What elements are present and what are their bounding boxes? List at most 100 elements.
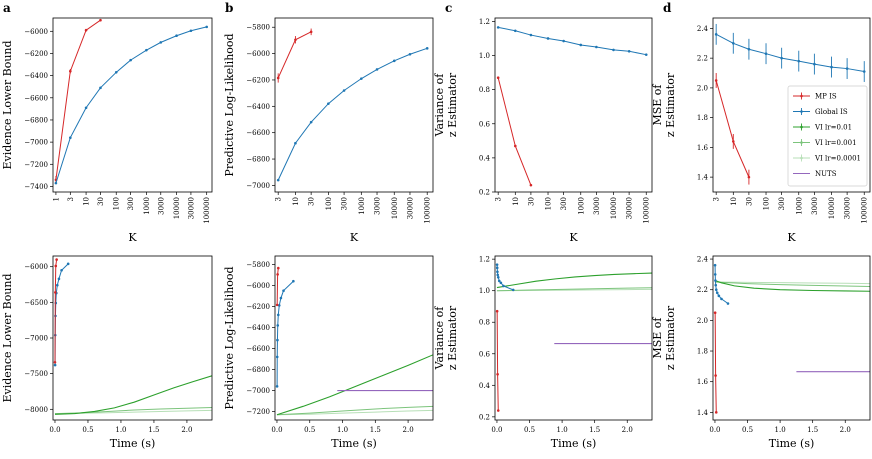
data-point [54, 291, 57, 294]
x-tick-label: 2.0 [622, 426, 633, 434]
series-line-mp-is [496, 311, 499, 411]
y-tick-label: −6400 [24, 72, 48, 80]
x-tick-label: 0.5 [742, 426, 753, 434]
x-tick-label: 100000 [203, 197, 211, 224]
y-tick-label: 0.6 [479, 120, 491, 128]
x-tick-label: 300 [560, 197, 568, 210]
series-line-vi-lr-0-01 [54, 375, 212, 415]
chart-time-3: 1.4 1.6 1.8 2.0 2.2 2.4 0.0 0.5 1.0 1.5 2.0 Time (s… [651, 256, 871, 450]
data-point [276, 178, 280, 182]
x-tick-label: 1000 [577, 197, 585, 215]
series-line-mp-is [497, 77, 532, 186]
data-point [813, 62, 816, 66]
data-point [55, 258, 58, 261]
x-tick-label: 300 [127, 197, 135, 210]
y-tick-label: −6600 [246, 129, 270, 137]
y-tick-label: 1.0 [479, 287, 490, 295]
x-tick-label: 0.0 [491, 426, 502, 434]
data-point [830, 65, 833, 69]
data-point [375, 68, 379, 71]
x-tick-label: 1.0 [115, 426, 126, 434]
y-tick-label: −5800 [246, 261, 270, 269]
data-point [276, 324, 280, 327]
series-group [714, 23, 866, 185]
data-point [99, 18, 102, 22]
x-tick-label: 3 [495, 197, 503, 201]
x-tick-label: 30000 [406, 197, 414, 219]
y-tick-label: −6500 [24, 299, 48, 307]
legend-entry: NUTS [793, 170, 837, 178]
legend-entry: VI lr=0.01 [793, 123, 852, 132]
data-point [731, 41, 735, 45]
data-point [495, 309, 499, 313]
data-point [175, 34, 178, 38]
data-point [726, 302, 730, 305]
data-point [747, 47, 751, 51]
x-tick-label: 10 [730, 197, 738, 206]
legend-label: Global IS [815, 108, 848, 116]
y-tick-label: −6000 [24, 28, 48, 36]
data-point [714, 411, 718, 414]
y-tick-label: −7200 [24, 161, 48, 169]
x-tick-label: 100 [545, 197, 553, 210]
y-tick-label: −6800 [246, 366, 270, 374]
x-tick-label: 30000 [844, 197, 852, 219]
y-tick-label: −6400 [246, 103, 270, 111]
y-tick-label: 1.4 [697, 409, 709, 417]
series-line-mp-is [54, 259, 58, 363]
data-point [546, 37, 550, 40]
x-tick-label: 2.0 [840, 426, 851, 434]
x-tick-label: 300 [341, 197, 349, 210]
x-tick-label: 3000 [593, 197, 601, 215]
y-axis-label: MSE of [651, 84, 664, 126]
y-tick-label: 0.8 [479, 86, 490, 94]
data-point [54, 264, 58, 268]
data-point [66, 262, 70, 266]
panel-label: d [663, 1, 672, 15]
x-tick-label: 1.5 [589, 426, 600, 434]
chart-d: 1.4 1.6 1.8 2.0 2.2 2.4 3 10 30 100 300 1000 3000 100… [651, 1, 871, 244]
y-tick-label: 2.2 [697, 286, 708, 294]
y-tick-label: −7500 [24, 370, 48, 378]
x-axis-label: K [569, 231, 578, 244]
data-point [69, 69, 72, 73]
legend-label: VI lr=0.001 [814, 139, 857, 147]
x-tick-label: 100000 [861, 197, 869, 224]
data-point [714, 33, 718, 36]
x-tick-label: 1 [52, 197, 60, 201]
x-tick-label: 30 [745, 197, 753, 206]
data-point [189, 29, 193, 33]
y-tick-label: 1.2 [479, 18, 490, 26]
x-tick-label: 0.0 [709, 426, 720, 434]
chart-b: −7000 −6800 −6600 −6400 −6200 −6000 −5800 3 10 30… [223, 1, 434, 244]
data-point [69, 136, 72, 139]
series-line-global-is [276, 280, 294, 387]
data-point [713, 311, 717, 315]
series-group [713, 263, 870, 414]
data-point [713, 263, 717, 267]
axes-frame [712, 17, 871, 193]
x-tick-label: 100 [325, 197, 333, 210]
data-point [862, 70, 866, 73]
data-point [595, 45, 598, 49]
y-tick-label: −7000 [24, 139, 48, 147]
y-tick-label: 2.4 [697, 25, 709, 33]
x-tick-label: 10000 [828, 197, 836, 219]
data-point [53, 363, 57, 367]
data-point [55, 283, 59, 287]
y-tick-label: 2.0 [697, 317, 708, 325]
data-point [292, 279, 295, 283]
data-point [392, 59, 396, 63]
y-tick-label: −7000 [246, 387, 270, 395]
y-tick-label: −6000 [246, 282, 270, 290]
data-point [54, 181, 58, 185]
data-point [276, 266, 280, 270]
x-tick-label: 30 [527, 197, 535, 206]
x-tick-label: 1000 [795, 197, 803, 215]
data-point [275, 303, 279, 307]
series-group [495, 263, 652, 412]
x-axis-label: Time (s) [110, 437, 156, 450]
data-point [714, 374, 717, 377]
data-point [60, 268, 63, 272]
x-tick-label: 300 [778, 197, 786, 210]
